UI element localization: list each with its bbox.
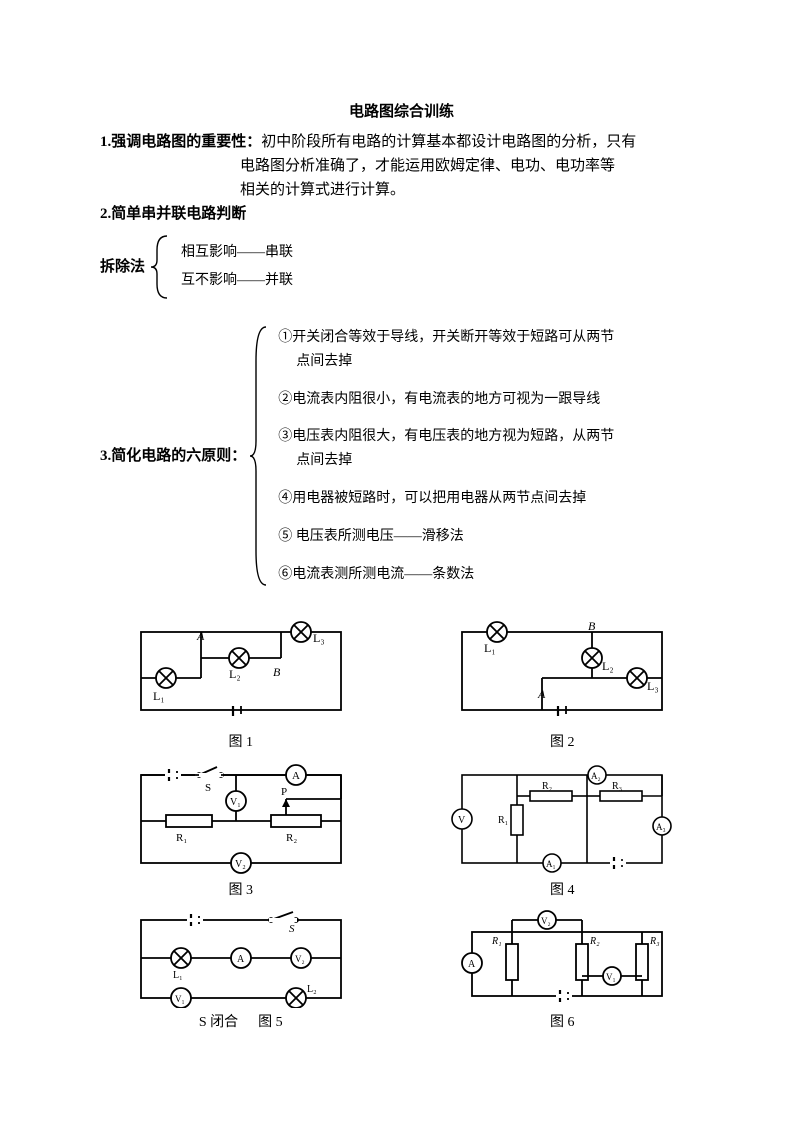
diagram-3: S A V₁ V₂ R₁ R₂ P 图 3 (100, 761, 382, 902)
label-A: A (537, 687, 546, 701)
label-L2: L₂ (307, 984, 317, 995)
rule-4: ④用电器被短路时，可以把用电器从两节点间去掉 (278, 487, 614, 511)
label-R3: R₃ (649, 936, 660, 947)
label-R2: R₂ (286, 832, 297, 844)
label-A2: A₂ (591, 771, 601, 781)
rule-1b: 点间去掉 (296, 350, 614, 374)
label-B: B (273, 665, 281, 679)
series-item: 相互影响——串联 (181, 242, 293, 264)
label-A: A (237, 954, 245, 965)
section1-body-l2: 电路图分析准确了，才能运用欧姆定律、电功、电功率等 (240, 154, 703, 178)
caption-4: 图 4 (422, 880, 704, 902)
label-V1: V₁ (175, 994, 185, 1004)
caption-1: 图 1 (100, 732, 382, 754)
label-A: A (196, 629, 205, 643)
rule-3b: 点间去掉 (296, 449, 614, 473)
label-A3: A₃ (656, 822, 666, 832)
page-title: 电路图综合训练 (100, 100, 703, 124)
caption-2: 图 2 (422, 732, 704, 754)
label-L3: L₃ (647, 679, 659, 693)
label-L2: L₂ (229, 667, 241, 681)
rule-1: ①开关闭合等效于导线，开关断开等效于短路可从两节 点间去掉 (278, 326, 614, 374)
label-A: A (292, 770, 300, 782)
label-L1: L₁ (173, 970, 183, 981)
parallel-item: 互不影响——并联 (181, 270, 293, 292)
caption-5-prefix: S 闭合 (199, 1012, 238, 1034)
label-L1: L₁ (153, 689, 165, 703)
rule-3a: ③电压表内阻很大，有电压表的地方视为短路，从两节 (278, 429, 614, 444)
rule-1a: ①开关闭合等效于导线，开关断开等效于短路可从两节 (278, 330, 614, 345)
diagram-grid: A B L₁ L₂ L₃ 图 1 B A L₁ (100, 618, 703, 1034)
section-3: 3.简化电路的六原则： ①开关闭合等效于导线，开关断开等效于短路可从两节 点间去… (100, 312, 703, 600)
label-A1: A₁ (546, 859, 556, 869)
label-R2: R₂ (542, 781, 552, 792)
label-L1: L₁ (484, 641, 496, 655)
bulb-icon (156, 668, 176, 688)
section2-heading: 2.简单串并联电路判断 (100, 202, 703, 226)
label-R1: R₁ (491, 936, 502, 947)
label-V2: V₂ (541, 916, 551, 926)
label-V2: V₂ (235, 859, 246, 870)
rule-5: ⑤ 电压表所测电压——滑移法 (278, 525, 614, 549)
section-1: 1.强调电路图的重要性：初中阶段所有电路的计算基本都设计电路图的分析，只有 电路… (100, 130, 703, 202)
section1-body-l1: 初中阶段所有电路的计算基本都设计电路图的分析，只有 (261, 134, 636, 150)
diagram-2: B A L₁ L₂ L₃ 图 2 (422, 618, 704, 754)
rule-2: ②电流表内阻很小，有电流表的地方可视为一跟导线 (278, 388, 614, 412)
section1-body-l3: 相关的计算式进行计算。 (240, 178, 703, 202)
diagram-6: A R₁ R₂ R₃ V₂ V₁ 图 6 (422, 908, 704, 1034)
label-S: S (289, 923, 295, 935)
label-L2: L₂ (602, 659, 614, 673)
label-V1: V₁ (230, 797, 241, 808)
caption-6: 图 6 (422, 1012, 704, 1034)
brace-icon (145, 232, 175, 302)
label-R2: R₂ (589, 936, 600, 947)
label-B: B (588, 619, 596, 633)
diagram-4: V A₂ A₃ A₁ R₁ R₂ R₃ 图 4 (422, 761, 704, 902)
caption-3: 图 3 (100, 880, 382, 902)
label-R3: R₃ (612, 781, 622, 792)
rule-6: ⑥电流表测所测电流——条数法 (278, 563, 614, 587)
label-S: S (205, 782, 211, 794)
caption-5: 图 5 (258, 1012, 283, 1034)
label-V1: V₁ (606, 972, 616, 982)
label-V2: V₂ (295, 954, 305, 964)
diagram-1: A B L₁ L₂ L₃ 图 1 (100, 618, 382, 754)
label-A: A (468, 959, 476, 970)
section1-heading: 1.强调电路图的重要性： (100, 134, 261, 150)
method-label: 拆除法 (100, 255, 145, 279)
section-2: 2.简单串并联电路判断 拆除法 相互影响——串联 互不影响——并联 (100, 202, 703, 302)
label-P: P (281, 786, 287, 798)
large-brace-icon (246, 321, 272, 591)
section3-heading: 3.简化电路的六原则： (100, 444, 246, 468)
label-R1: R₁ (176, 832, 187, 844)
label-V: V (458, 815, 466, 826)
rule-3: ③电压表内阻很大，有电压表的地方视为短路，从两节 点间去掉 (278, 425, 614, 473)
label-L3: L₃ (313, 631, 325, 645)
label-R1: R₁ (498, 815, 508, 826)
diagram-5: S L₁ L₂ A V₂ V₁ S 闭合 图 5 (100, 908, 382, 1034)
